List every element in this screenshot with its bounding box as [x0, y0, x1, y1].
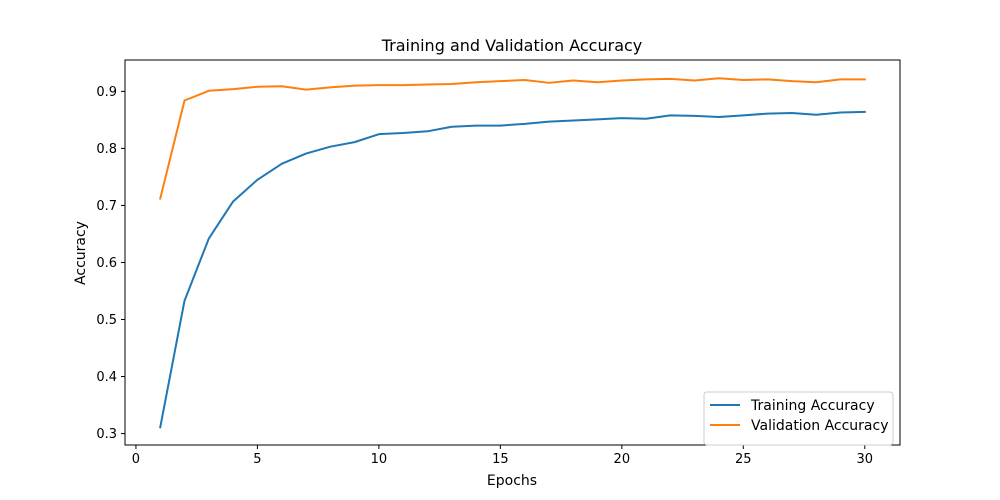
x-tick-label: 10	[371, 452, 388, 467]
y-tick-label: 0.3	[96, 427, 117, 442]
chart-title: Training and Validation Accuracy	[381, 36, 643, 55]
y-tick-label: 0.5	[96, 313, 117, 328]
y-tick-label: 0.9	[96, 85, 117, 100]
x-axis-label: Epochs	[487, 473, 537, 489]
legend-label-validation-accuracy: Validation Accuracy	[751, 418, 889, 434]
y-tick-label: 0.4	[96, 370, 117, 385]
x-tick-label: 25	[735, 452, 752, 467]
series-line-training-accuracy	[159, 110, 866, 429]
legend-box	[703, 391, 894, 446]
y-tick-label: 0.7	[96, 199, 117, 214]
y-tick-label: 0.6	[96, 256, 117, 271]
legend-label-training-accuracy: Training Accuracy	[750, 398, 875, 414]
y-tick-label: 0.8	[96, 142, 117, 157]
x-tick-label: 5	[253, 452, 261, 467]
legend: Training Accuracy Validation Accuracy	[703, 391, 894, 446]
y-axis-ticks: 0.3 0.4 0.5 0.6 0.7 0.8 0.9	[96, 85, 125, 442]
series-layer	[159, 77, 866, 429]
y-axis-label: Accuracy	[73, 221, 89, 285]
x-tick-label: 0	[132, 452, 140, 467]
x-axis-ticks: 0 5 10 15 20 25 30	[132, 445, 873, 467]
x-tick-label: 15	[492, 452, 509, 467]
x-tick-label: 20	[614, 452, 631, 467]
series-line-validation-accuracy	[159, 77, 866, 200]
x-tick-label: 30	[856, 452, 873, 467]
plot-frame	[124, 59, 901, 446]
